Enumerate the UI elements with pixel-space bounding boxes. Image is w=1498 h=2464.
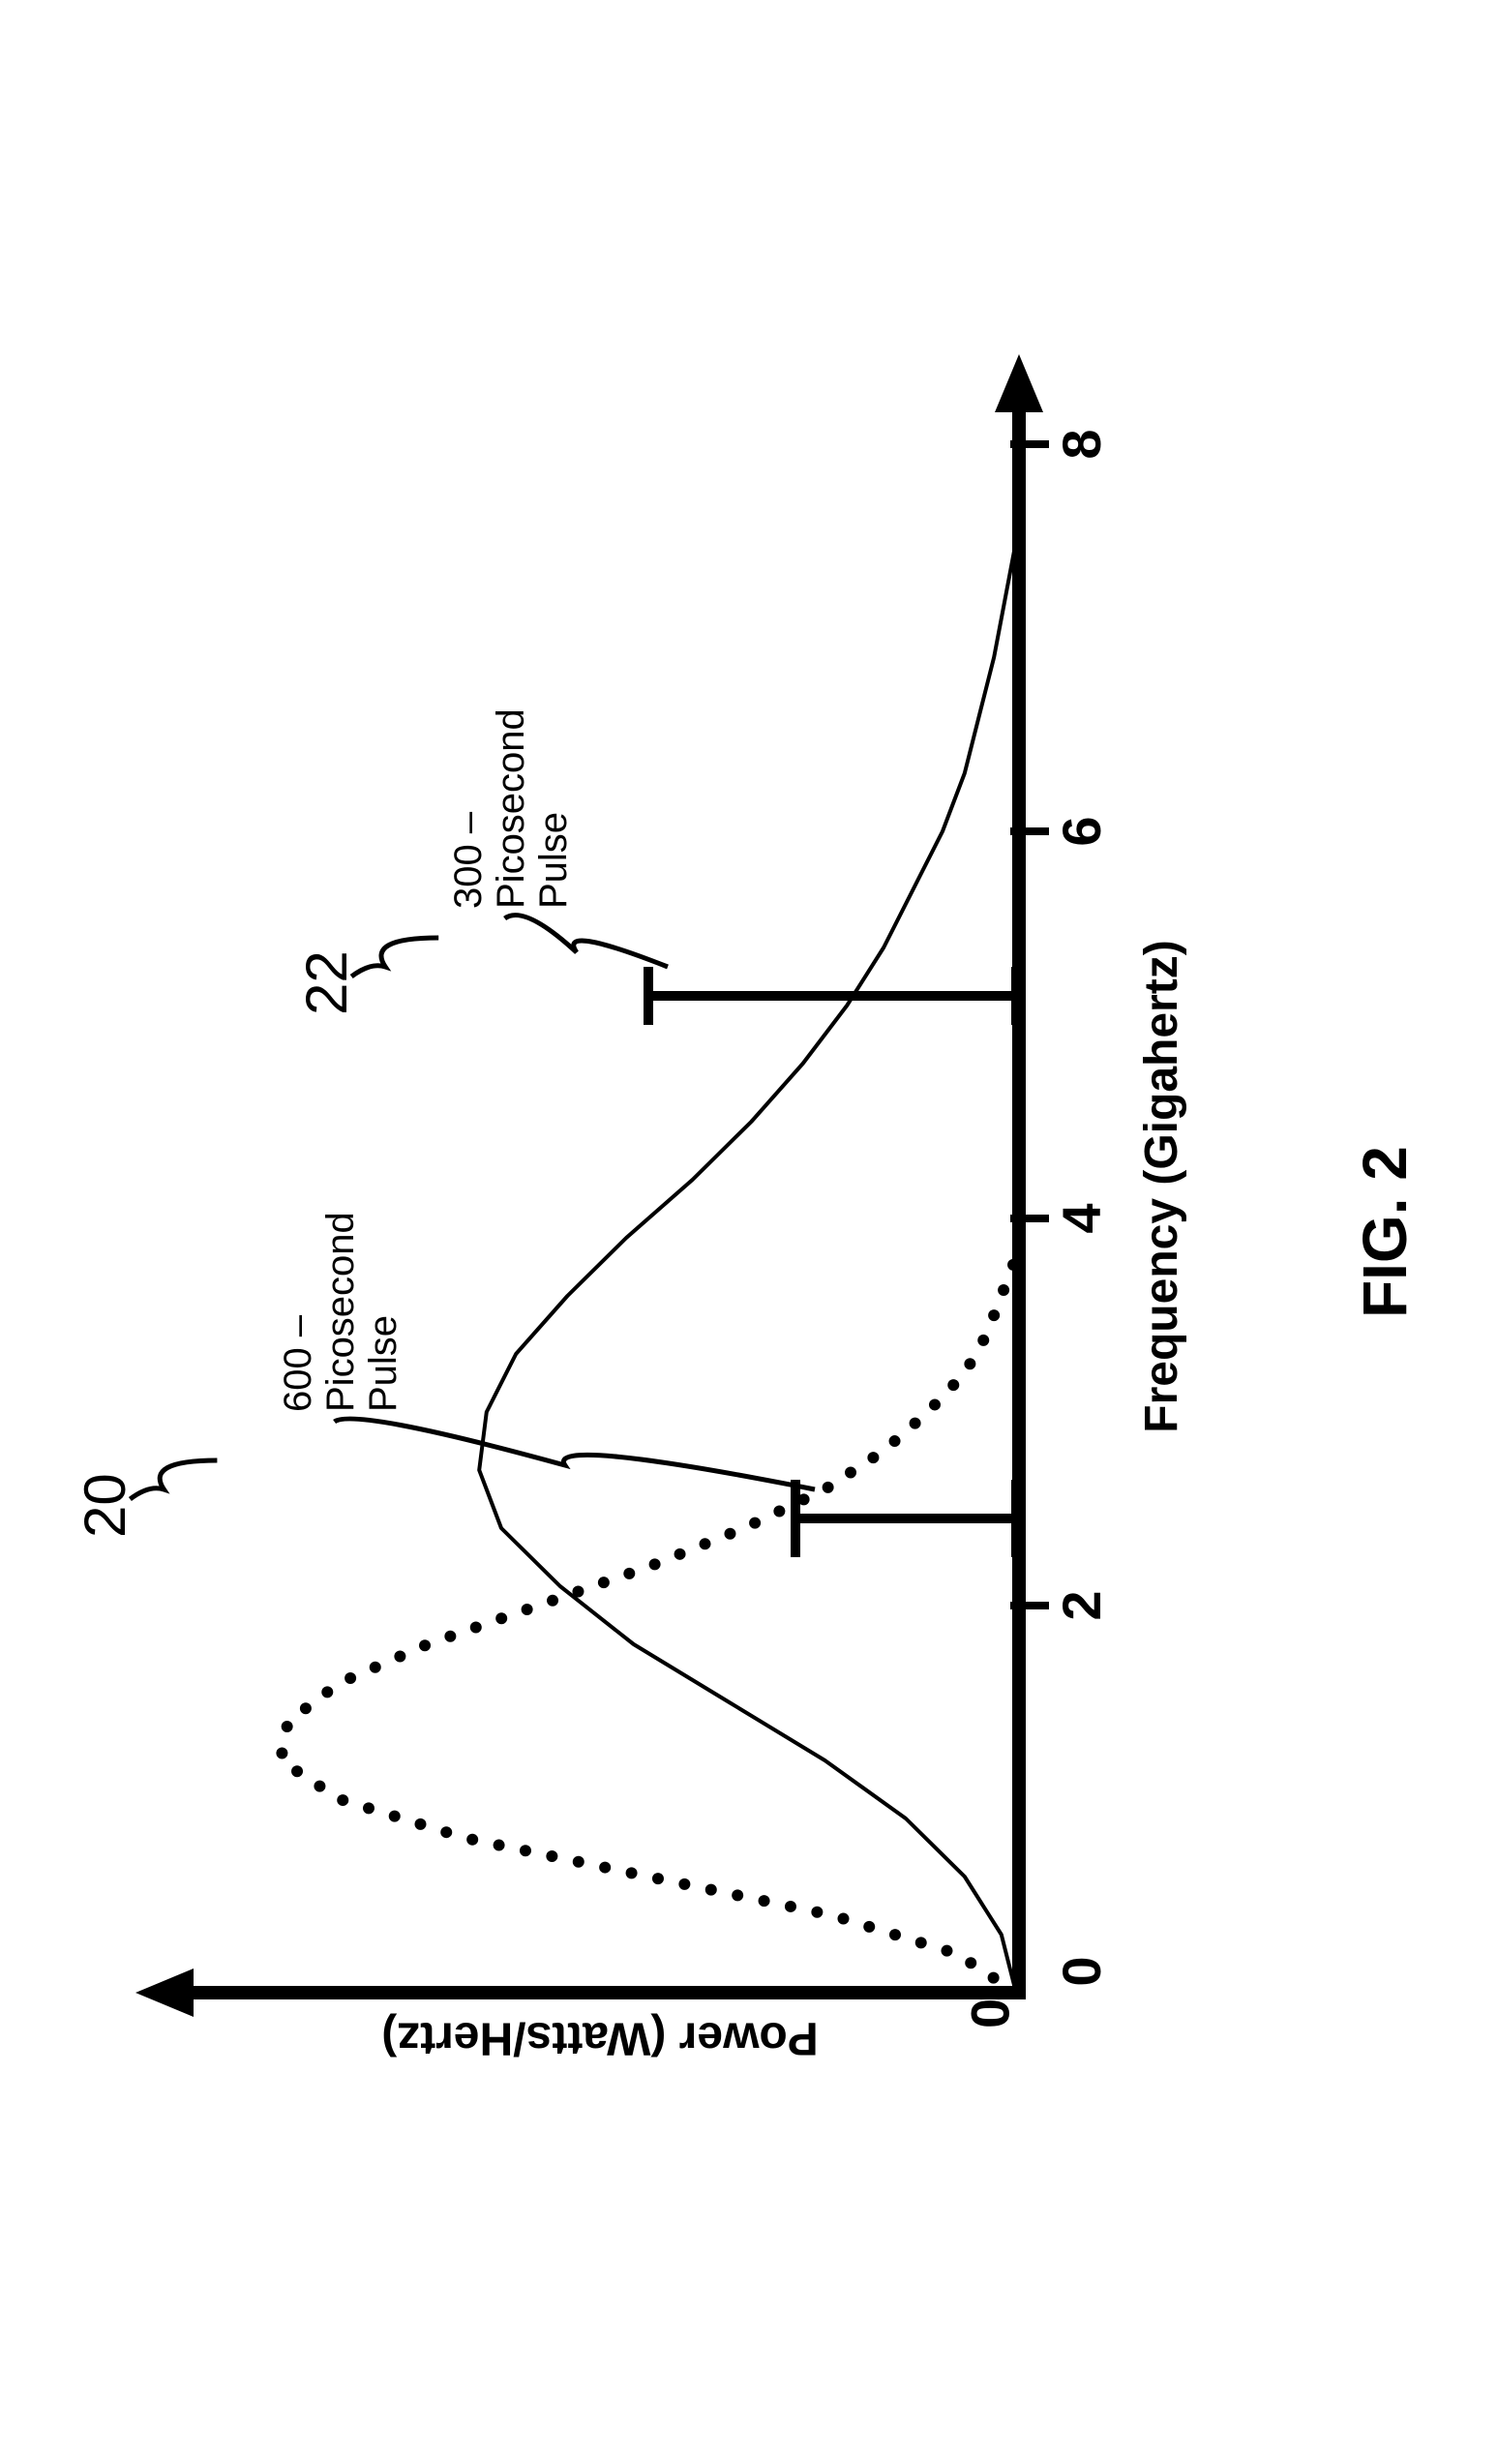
pointer-pulse600-lbl	[335, 1419, 815, 1489]
y-axis-label: Power (Watts/Hertz)	[381, 2012, 819, 2065]
x-tick-label-6: 6	[1050, 816, 1113, 846]
callout-label-pulse300: 300 –PicosecondPulse	[447, 708, 575, 909]
curves-svg	[174, 374, 1026, 1999]
rotated-chart-wrapper: 0 2 4 6 8 0 Power (Watts/Hertz) Frequency (G…	[0, 0, 1498, 2464]
x-tick-label-8: 8	[1050, 429, 1113, 459]
x-tick-label-2: 2	[1050, 1590, 1113, 1620]
figure-caption: FIG. 2	[1349, 1146, 1421, 1318]
callout-number-pulse300: 22	[293, 950, 360, 1015]
x-tick-label-4: 4	[1050, 1203, 1113, 1233]
callout-number-pulse600: 20	[72, 1473, 138, 1538]
pointer-pulse600-num	[130, 1460, 217, 1499]
y-tick-0: 0	[959, 1998, 1022, 2028]
pointer-pulse300-num	[351, 938, 438, 977]
pointer-pulse300-lbl	[505, 916, 668, 967]
x-axis-label: Frequency (Gigahertz)	[1135, 940, 1188, 1432]
plot-area: 02468 0 Power (Watts/Hertz) Frequency (G…	[174, 374, 1026, 1999]
bandwidth-marker-pulse300	[648, 967, 1016, 1025]
x-tick-label-0: 0	[1050, 1956, 1113, 1986]
callout-label-pulse600: 600 –PicosecondPulse	[277, 1212, 404, 1412]
chart-container: 0 2 4 6 8 0 Power (Watts/Hertz) Frequency (G…	[174, 277, 1190, 2116]
